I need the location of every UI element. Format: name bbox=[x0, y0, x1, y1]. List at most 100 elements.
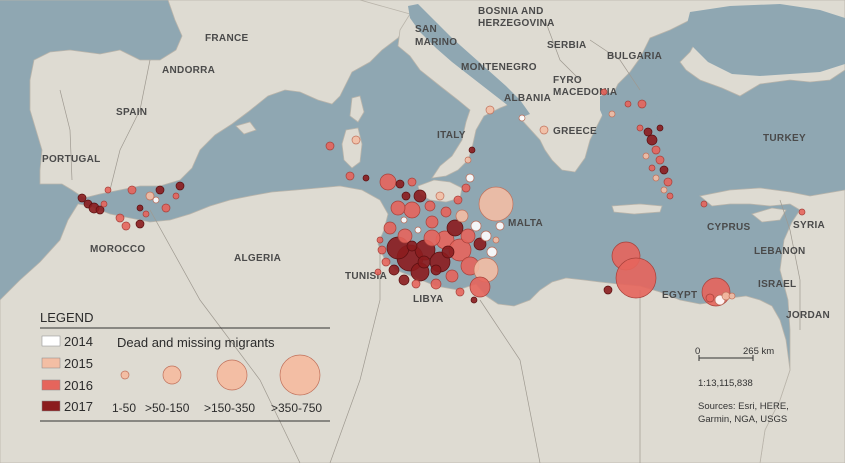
incident-marker-2016 bbox=[469, 276, 491, 298]
incident-markers bbox=[77, 88, 806, 307]
legend-size-label-1: 1-50 bbox=[112, 401, 136, 415]
incident-marker-2017 bbox=[362, 174, 370, 182]
label-fyro-1: FYRO bbox=[553, 75, 582, 86]
incident-marker-2015 bbox=[455, 209, 469, 223]
label-bulgaria: BULGARIA bbox=[607, 51, 662, 62]
incident-marker-2016 bbox=[104, 186, 112, 194]
label-albania: ALBANIA bbox=[504, 93, 551, 104]
legend-size-label-4: >350-750 bbox=[271, 401, 322, 415]
label-andorra: ANDORRA bbox=[162, 65, 215, 76]
incident-marker-2016 bbox=[648, 164, 656, 172]
country-labels: FRANCE ANDORRA SPAIN PORTUGAL MOROCCO AL… bbox=[42, 6, 830, 321]
legend-label-2014: 2014 bbox=[64, 334, 93, 349]
incident-marker-2016 bbox=[403, 201, 421, 219]
label-montenegro: MONTENEGRO bbox=[461, 62, 537, 73]
label-bosnia-2: HERZEGOVINA bbox=[478, 18, 555, 29]
incident-marker-2017 bbox=[155, 185, 165, 195]
incident-marker-2016 bbox=[445, 269, 459, 283]
incident-marker-2016 bbox=[142, 210, 150, 218]
scale-distance: 265 km bbox=[743, 346, 774, 357]
label-israel: ISRAEL bbox=[758, 279, 796, 290]
incident-marker-2015 bbox=[728, 292, 736, 300]
incident-marker-2016 bbox=[798, 208, 806, 216]
incident-marker-2016 bbox=[172, 192, 180, 200]
label-france: FRANCE bbox=[205, 33, 248, 44]
incident-marker-2017 bbox=[417, 255, 431, 269]
incident-marker-2015 bbox=[539, 125, 549, 135]
incident-marker-2017 bbox=[656, 124, 664, 132]
sources-line2: Garmin, NGA, USGS bbox=[698, 414, 787, 425]
label-san-marino-1: SAN bbox=[415, 24, 437, 35]
land-levant bbox=[699, 187, 845, 463]
label-cyprus: CYPRUS bbox=[707, 222, 751, 233]
incident-marker-2017 bbox=[395, 179, 405, 189]
incident-marker-2014 bbox=[400, 216, 408, 224]
incident-marker-2016 bbox=[390, 200, 406, 216]
incident-marker-2017 bbox=[135, 219, 145, 229]
label-jordan: JORDAN bbox=[786, 310, 830, 321]
label-spain: SPAIN bbox=[116, 107, 147, 118]
incident-marker-2014 bbox=[470, 220, 482, 232]
incident-marker-2016 bbox=[615, 257, 657, 299]
incident-marker-2014 bbox=[480, 230, 492, 242]
incident-marker-2016 bbox=[161, 203, 171, 213]
incident-marker-2016 bbox=[411, 279, 421, 289]
incident-marker-2016 bbox=[397, 228, 413, 244]
incident-marker-2016 bbox=[455, 287, 465, 297]
incident-marker-2017 bbox=[468, 146, 476, 154]
label-malta: MALTA bbox=[508, 218, 543, 229]
incident-marker-2016 bbox=[636, 124, 644, 132]
incident-marker-2017 bbox=[446, 219, 464, 237]
label-lebanon: LEBANON bbox=[754, 246, 806, 257]
incident-marker-2016 bbox=[461, 183, 471, 193]
incident-marker-2016 bbox=[374, 268, 382, 276]
incident-marker-2017 bbox=[643, 127, 653, 137]
black-sea bbox=[686, 4, 845, 76]
label-fyro-2: MACEDONIA bbox=[553, 87, 617, 98]
adriatic-sea bbox=[408, 4, 530, 118]
incident-marker-2016 bbox=[379, 173, 397, 191]
incident-marker-2014 bbox=[495, 221, 505, 231]
incident-marker-2017 bbox=[646, 134, 658, 146]
legend-swatch-2017 bbox=[41, 400, 61, 412]
incident-marker-2016 bbox=[453, 195, 463, 205]
incident-marker-2016 bbox=[377, 245, 387, 255]
incident-marker-2017 bbox=[603, 285, 613, 295]
incident-marker-2015 bbox=[652, 174, 660, 182]
label-syria: SYRIA bbox=[793, 220, 825, 231]
legend-swatch-2015 bbox=[41, 357, 61, 369]
incident-marker-2014 bbox=[414, 226, 422, 234]
incident-marker-2016 bbox=[655, 155, 665, 165]
incident-marker-2017 bbox=[473, 237, 487, 251]
scale-bar: 0 265 km 1:13,115,838 bbox=[695, 346, 774, 389]
incident-marker-2015 bbox=[478, 186, 514, 222]
land-crete bbox=[611, 203, 663, 215]
label-san-marino-2: MARINO bbox=[415, 37, 457, 48]
incident-marker-2016 bbox=[666, 192, 674, 200]
incident-marker-2015 bbox=[435, 191, 445, 201]
incident-marker-2016 bbox=[383, 221, 397, 235]
label-italy: ITALY bbox=[437, 130, 466, 141]
incident-marker-2016 bbox=[423, 229, 441, 247]
legend-swatch-2014 bbox=[41, 335, 61, 347]
sources: Sources: Esri, HERE, Garmin, NGA, USGS bbox=[698, 401, 789, 425]
legend-label-2016: 2016 bbox=[64, 378, 93, 393]
incident-marker-2015 bbox=[485, 105, 495, 115]
incident-marker-2016 bbox=[440, 206, 452, 218]
incident-marker-2014 bbox=[486, 246, 498, 258]
incident-marker-2016 bbox=[663, 177, 673, 187]
incident-marker-2016 bbox=[430, 278, 442, 290]
incident-marker-2015 bbox=[660, 186, 668, 194]
incident-marker-2015 bbox=[492, 236, 500, 244]
sources-line1: Sources: Esri, HERE, bbox=[698, 401, 789, 412]
incident-marker-2017 bbox=[136, 204, 144, 212]
legend-swatch-2016 bbox=[41, 379, 61, 391]
incident-marker-2016 bbox=[100, 200, 108, 208]
incident-marker-2014 bbox=[465, 173, 475, 183]
incident-marker-2017 bbox=[95, 205, 105, 215]
legend: LEGEND 2014 2015 2016 2017 Dead and miss… bbox=[40, 310, 330, 422]
incident-marker-2016 bbox=[381, 257, 391, 267]
incident-marker-2016 bbox=[700, 200, 708, 208]
land-cyprus bbox=[751, 207, 787, 223]
